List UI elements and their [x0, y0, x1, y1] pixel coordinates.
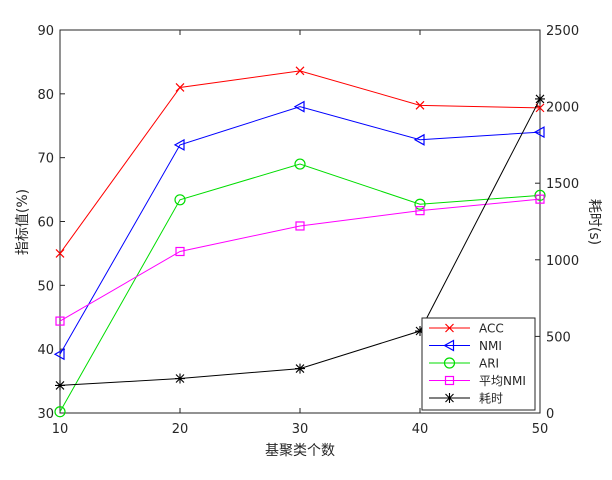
circle-marker — [414, 198, 426, 210]
triangle-marker — [53, 348, 65, 361]
series-triangle-left — [53, 100, 545, 361]
left-tick-label: 60 — [37, 216, 54, 231]
legend-label: 平均NMI — [479, 374, 526, 388]
square-marker — [175, 246, 185, 257]
left-tick-label: 50 — [37, 279, 54, 294]
left-tick-label: 30 — [37, 407, 54, 422]
asterisk-marker — [535, 93, 545, 104]
square-marker — [295, 221, 305, 231]
legend-label: NMI — [479, 339, 502, 353]
circle-marker — [534, 189, 546, 201]
left-axis: 30 40 50 60 70 80 90 — [37, 24, 65, 422]
square-marker — [415, 206, 425, 216]
series-layer — [53, 66, 546, 418]
series-line — [59, 163, 541, 412]
x-marker — [55, 248, 65, 258]
left-tick-label: 90 — [37, 24, 54, 39]
x-tick-label: 50 — [532, 422, 549, 437]
x-marker — [535, 103, 545, 113]
asterisk-marker — [415, 326, 425, 337]
x-tick-label: 30 — [292, 422, 309, 437]
series-line — [59, 106, 541, 355]
left-tick-label: 80 — [37, 88, 54, 103]
x-marker — [175, 83, 185, 92]
y-axis-right-title: 耗时(s) — [586, 199, 602, 245]
x-axis: 10 20 30 40 50 — [52, 30, 549, 437]
triangle-marker — [443, 339, 455, 352]
legend-box — [421, 317, 536, 411]
x-tick-label: 40 — [412, 422, 429, 437]
x-axis-title: 基聚类个数 — [265, 442, 335, 459]
triangle-marker — [293, 100, 305, 113]
legend-label: ACC — [479, 322, 504, 336]
triangle-marker — [413, 133, 425, 146]
right-tick-label: 2500 — [546, 24, 579, 39]
triangle-marker — [173, 138, 185, 151]
series-circle — [54, 158, 546, 418]
right-tick-label: 0 — [546, 407, 554, 422]
y-axis-title: 指标值(%) — [15, 189, 31, 255]
legend: ACC NMI ARI 平均NMI 耗时 — [421, 317, 536, 411]
right-tick-label: 1000 — [546, 254, 579, 269]
asterisk-marker — [444, 393, 455, 403]
series-asterisk — [55, 93, 545, 391]
square-marker — [444, 375, 455, 386]
x-marker — [295, 66, 305, 76]
x-marker — [415, 100, 425, 110]
legend-label: 耗时 — [479, 392, 503, 406]
triangle-marker — [533, 126, 545, 139]
x-tick-label: 20 — [172, 422, 189, 437]
right-tick-label: 1500 — [546, 177, 579, 192]
circle-marker — [443, 357, 456, 369]
left-tick-label: 40 — [37, 343, 54, 358]
right-axis: 0 500 1000 1500 2000 2500 — [535, 24, 579, 422]
series-line — [59, 198, 541, 322]
square-marker — [535, 194, 545, 204]
asterisk-marker — [55, 380, 65, 391]
legend-label: ARI — [479, 357, 499, 371]
right-tick-label: 2000 — [546, 101, 579, 116]
series-x — [55, 66, 545, 258]
square-marker — [55, 316, 65, 326]
asterisk-marker — [175, 373, 185, 384]
circle-marker — [174, 194, 186, 206]
circle-marker — [294, 158, 306, 170]
left-tick-label: 70 — [37, 152, 54, 167]
circle-marker — [54, 406, 66, 418]
x-marker — [445, 323, 454, 333]
right-tick-label: 500 — [546, 330, 571, 345]
x-tick-label: 10 — [52, 422, 69, 437]
asterisk-marker — [295, 363, 305, 374]
series-square — [55, 194, 545, 326]
